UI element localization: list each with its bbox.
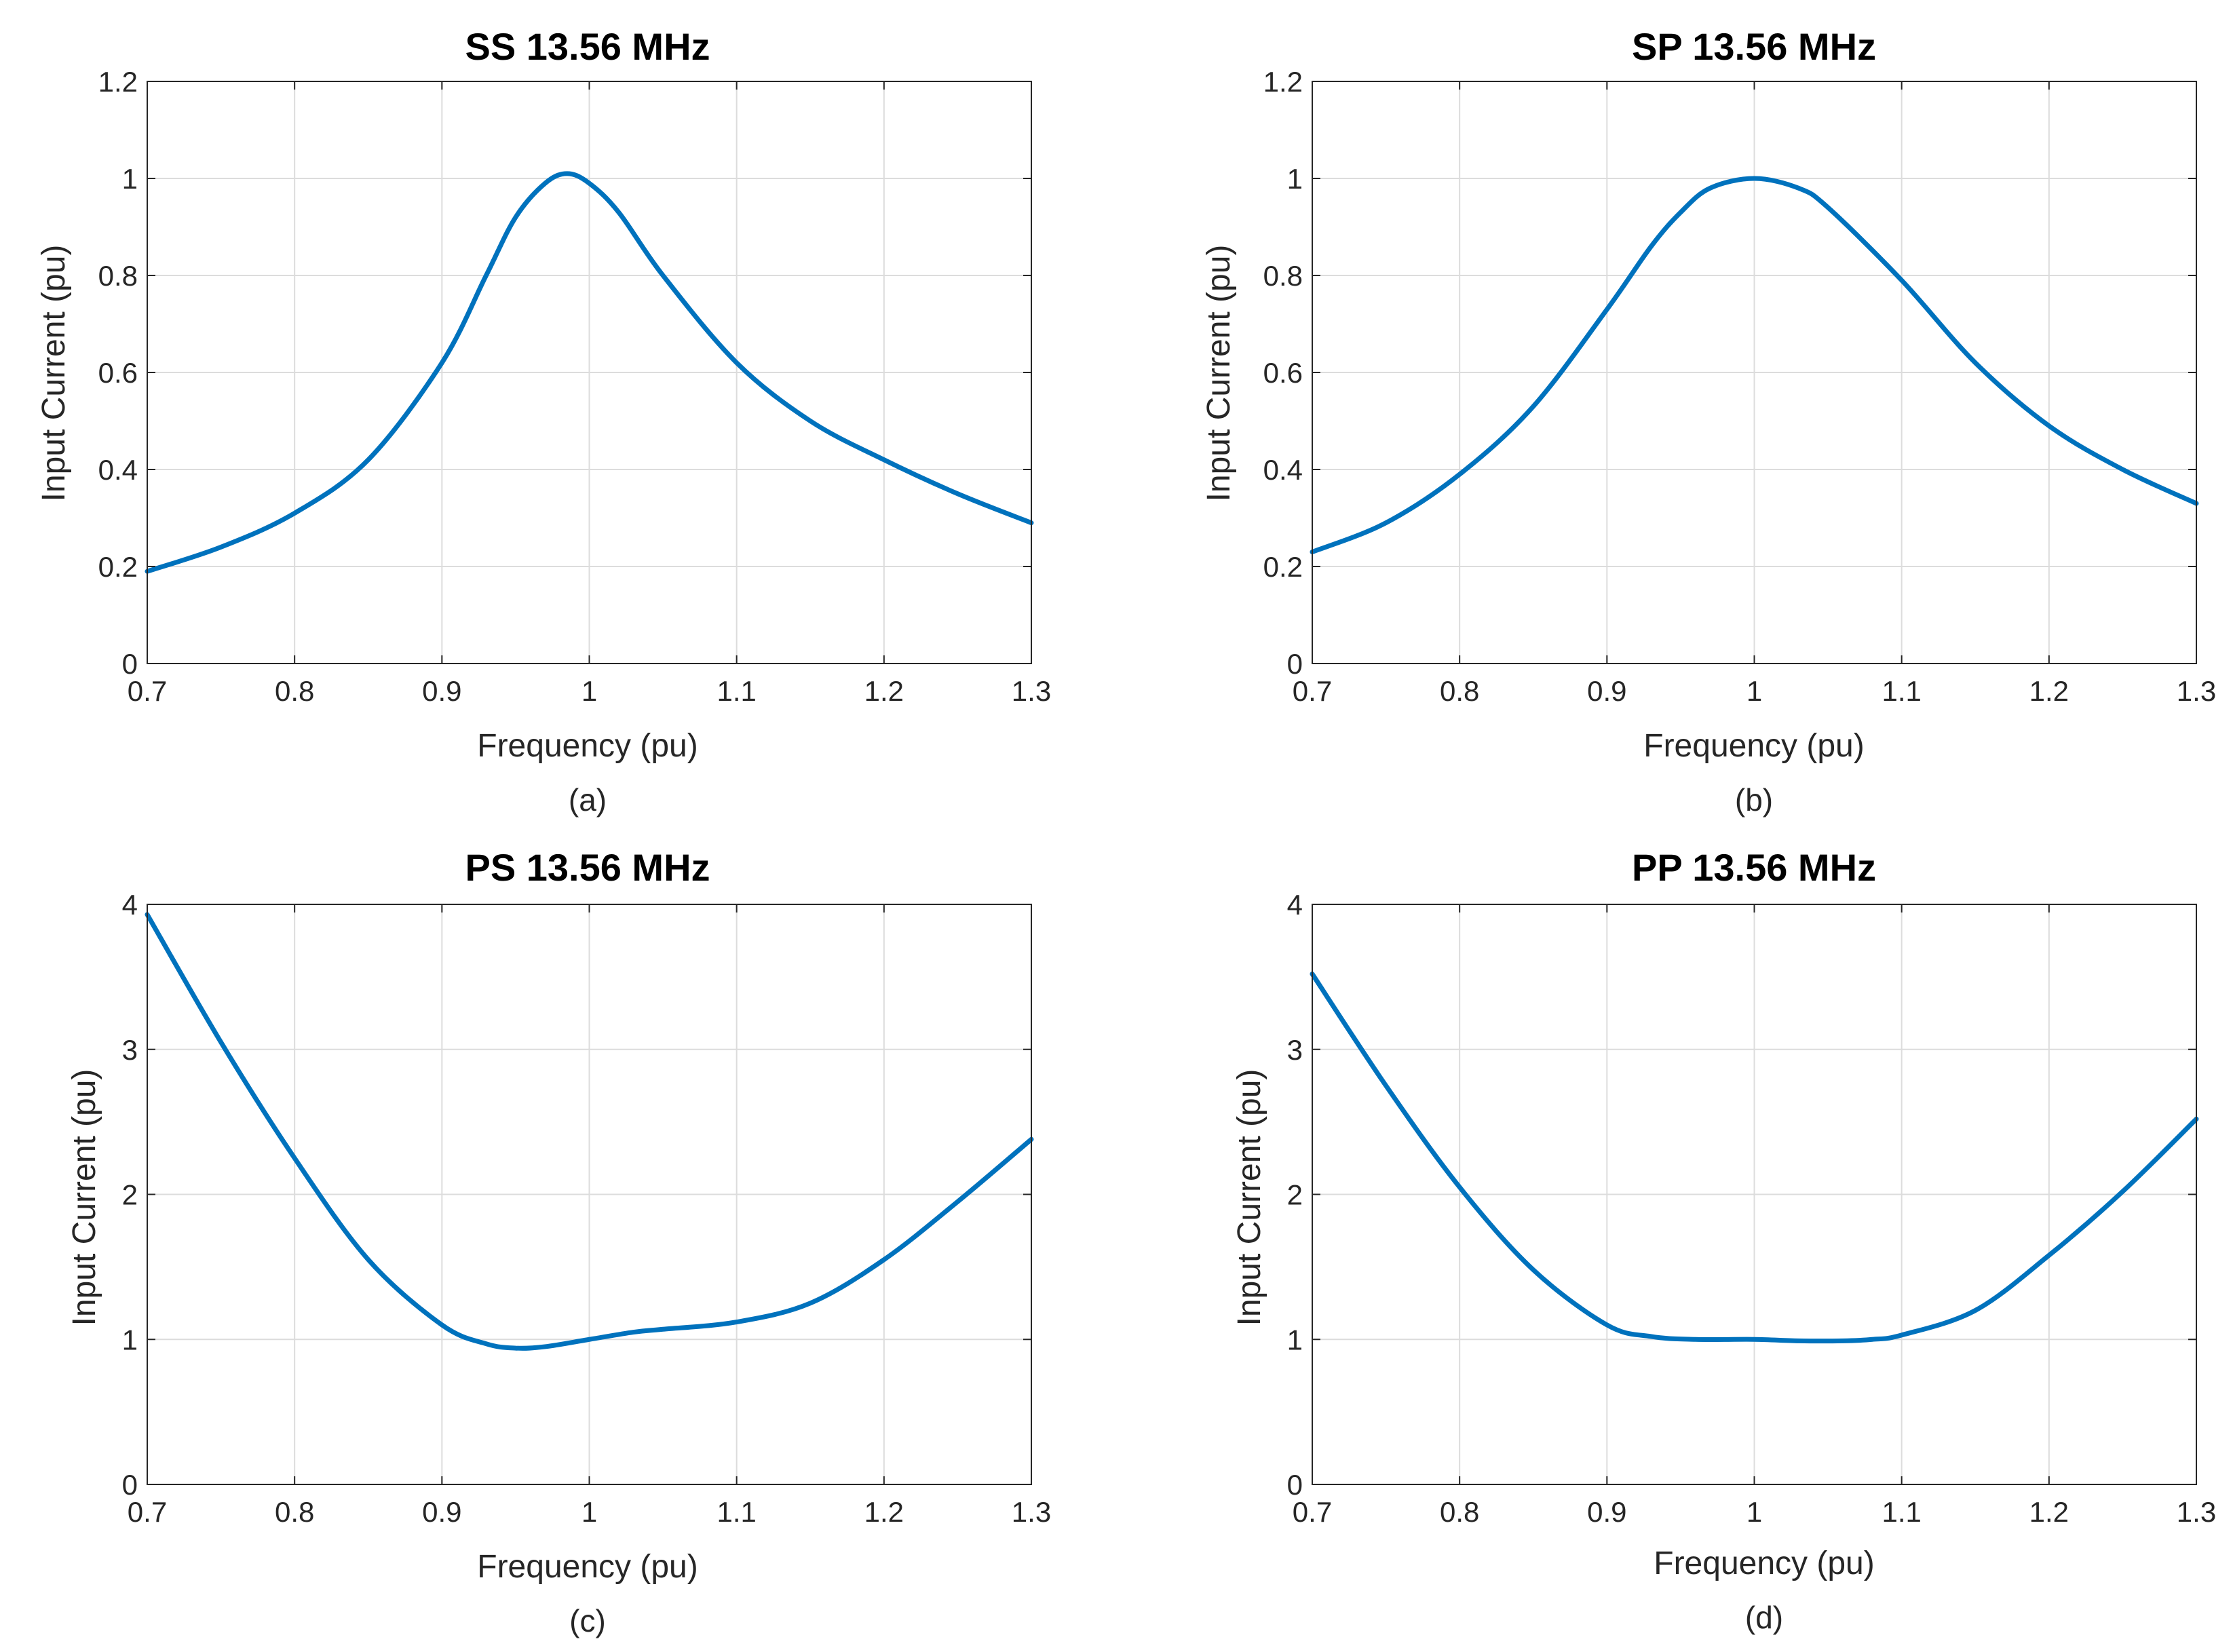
panel-c-xlabel: Frequency (pu) xyxy=(477,1549,698,1585)
panel-b-xtick-label: 0.8 xyxy=(1440,675,1479,707)
panel-c-xtick-label: 0.9 xyxy=(422,1496,461,1528)
panel-b-data-line xyxy=(1310,176,2199,555)
panel-b-caption: (b) xyxy=(1735,782,1773,818)
panel-c-xtick-label: 1.2 xyxy=(864,1496,904,1528)
panel-b-plot: 0.7 0.8 0.9 1 1.1 1.2 1.3 0 0.2 0.4 0.6 0.8 1 1.2 xyxy=(1263,66,2217,707)
panel-c-ytick-label: 3 xyxy=(122,1034,138,1066)
panel-b-xlabel: Frequency (pu) xyxy=(1643,728,1864,764)
panel-b-ytick-label: 0.2 xyxy=(1263,551,1303,583)
panel-a-data-line xyxy=(145,171,1034,574)
panel-b-ytick-label: 0.6 xyxy=(1263,357,1303,389)
panel-b-title: SP 13.56 MHz xyxy=(1632,25,1876,68)
panel-a-xlabel: Frequency (pu) xyxy=(477,728,698,764)
panel-d-ytick-label: 0 xyxy=(1287,1469,1303,1501)
panel-c-xtick-label: 1 xyxy=(581,1496,597,1528)
panel-d-xtick-label: 0.9 xyxy=(1587,1496,1626,1528)
panel-a-plot: 0.7 0.8 0.9 1 1.1 1.2 1.3 0 0.2 0.4 0.6 0.8 1 1.2 xyxy=(98,66,1052,707)
panel-a-caption: (a) xyxy=(569,782,607,818)
panel-d-xtick-label: 1.3 xyxy=(2177,1496,2216,1528)
panel-d-title: PP 13.56 MHz xyxy=(1632,846,1876,889)
panel-b-xtick-label: 0.9 xyxy=(1587,675,1626,707)
panel-d-data-line xyxy=(1310,972,2199,1344)
panel-a-xtick-label: 0.8 xyxy=(275,675,314,707)
panel-c: PS 13.56 MHz Frequency (pu) (c) Input Cu… xyxy=(66,846,710,1638)
panel-a-ytick-label: 1.2 xyxy=(98,66,138,98)
panel-a-xtick-label: 1 xyxy=(581,675,597,707)
panel-b-ylabel: Input Current (pu) xyxy=(1201,245,1237,502)
panel-a-xtick-label: 0.9 xyxy=(422,675,461,707)
panel-a-xtick-label: 1.2 xyxy=(864,675,904,707)
panel-d-xtick-label: 0.7 xyxy=(1293,1496,1332,1528)
panel-d-ytick-label: 3 xyxy=(1287,1034,1303,1066)
panel-d-ytick-label: 2 xyxy=(1287,1179,1303,1211)
panel-d-ylabel: Input Current (pu) xyxy=(1232,1069,1267,1326)
panel-b-ytick-label: 1.2 xyxy=(1263,66,1303,98)
panel-b-xtick-label: 1.2 xyxy=(2029,675,2069,707)
panel-d-xtick-label: 1.2 xyxy=(2029,1496,2069,1528)
panel-c-title: PS 13.56 MHz xyxy=(465,846,710,889)
panel-a-ytick-label: 1 xyxy=(122,163,138,195)
panel-d-xtick-label: 0.8 xyxy=(1440,1496,1479,1528)
panel-d-xlabel: Frequency (pu) xyxy=(1654,1545,1874,1581)
panel-b-xtick-label: 0.7 xyxy=(1293,675,1332,707)
panel-c-caption: (c) xyxy=(569,1603,606,1638)
panel-b-ytick-label: 0.4 xyxy=(1263,454,1303,486)
panel-c-ytick-label: 0 xyxy=(122,1469,138,1501)
panel-a-ytick-label: 0.2 xyxy=(98,551,138,583)
panel-b-ytick-label: 0.8 xyxy=(1263,260,1303,292)
panel-c-data-line xyxy=(145,912,1034,1351)
panel-a-xtick-label: 1.1 xyxy=(717,675,756,707)
panel-c-xtick-label: 1.1 xyxy=(717,1496,756,1528)
panel-a-title: SS 13.56 MHz xyxy=(465,25,710,68)
panel-c-ytick-label: 1 xyxy=(122,1324,138,1356)
panel-c-xtick-label: 0.8 xyxy=(275,1496,314,1528)
panel-a-ytick-label: 0.6 xyxy=(98,357,138,389)
panel-a: SS 13.56 MHz Frequency (pu) (a) Input Cu… xyxy=(36,25,710,818)
panel-b-xtick-label: 1.3 xyxy=(2177,675,2216,707)
panel-b: SP 13.56 MHz Frequency (pu) (b) Input Cu… xyxy=(1201,25,1876,818)
panel-d-ytick-label: 4 xyxy=(1287,889,1303,921)
panel-c-xtick-label: 1.3 xyxy=(1012,1496,1051,1528)
panel-d-ytick-label: 1 xyxy=(1287,1324,1303,1356)
panel-b-xtick-label: 1.1 xyxy=(1882,675,1921,707)
panel-a-ytick-label: 0.8 xyxy=(98,260,138,292)
panel-a-ytick-label: 0.4 xyxy=(98,454,138,486)
panel-a-ytick-label: 0 xyxy=(122,648,138,680)
panel-d-xtick-label: 1.1 xyxy=(1882,1496,1921,1528)
panel-c-ytick-label: 2 xyxy=(122,1179,138,1211)
panel-c-ylabel: Input Current (pu) xyxy=(66,1069,102,1326)
panel-a-xtick-label: 0.7 xyxy=(128,675,167,707)
panel-b-ytick-label: 0 xyxy=(1287,648,1303,680)
panel-b-ytick-label: 1 xyxy=(1287,163,1303,195)
panel-d-xtick-label: 1 xyxy=(1747,1496,1762,1528)
panel-d-caption: (d) xyxy=(1745,1600,1783,1635)
panel-c-ytick-label: 4 xyxy=(122,889,138,921)
panel-a-xtick-label: 1.3 xyxy=(1012,675,1051,707)
panel-a-ylabel: Input Current (pu) xyxy=(36,245,72,502)
panel-c-plot: 0.7 0.8 0.9 1 1.1 1.2 1.3 0 1 2 3 4 xyxy=(122,889,1052,1528)
panel-c-xtick-label: 0.7 xyxy=(128,1496,167,1528)
panel-d-plot: 0.7 0.8 0.9 1 1.1 1.2 1.3 0 1 2 3 4 xyxy=(1287,889,2217,1528)
panel-b-xtick-label: 1 xyxy=(1747,675,1762,707)
panel-d: PP 13.56 MHz Frequency (pu) (d) Input Cu… xyxy=(1232,846,1876,1635)
